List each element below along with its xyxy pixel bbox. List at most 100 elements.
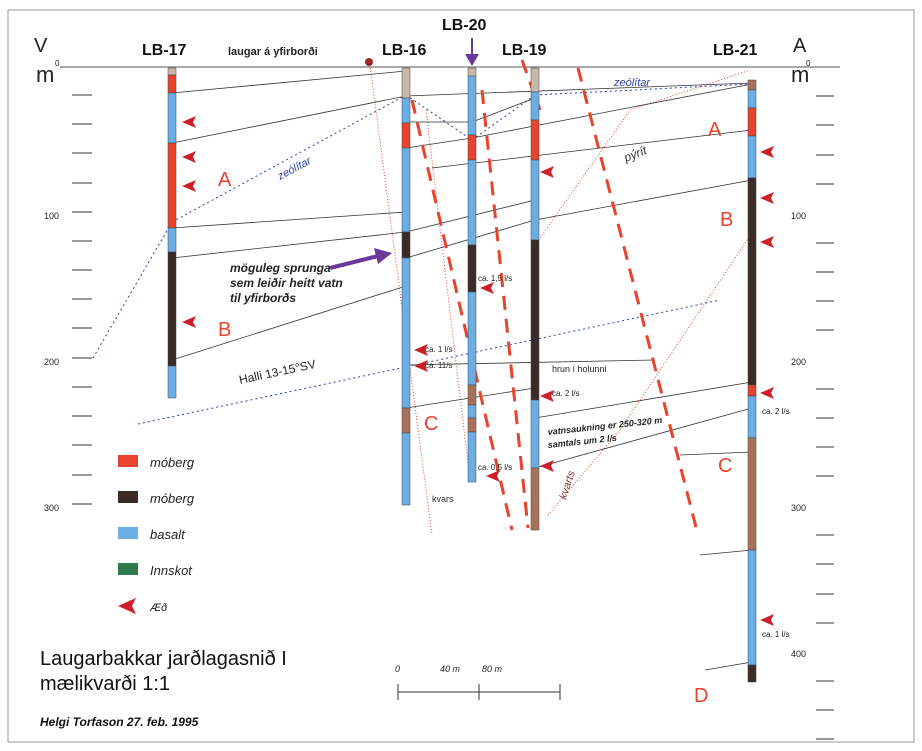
well-lb19-layer <box>530 239 540 401</box>
legend-arrow-icon <box>118 598 136 614</box>
well-label-lb20: LB-20 <box>442 17 487 34</box>
fracture-label-line3: til yfirborðs <box>230 291 296 305</box>
inflow-arrow <box>540 460 554 472</box>
figure-title-line1: Laugarbakkar jarðlagasnið I <box>40 648 287 670</box>
left-depth-axis: V m 0 100 200 300 <box>34 35 92 513</box>
fracture-annotation: möguleg sprunga sem leiðir heitt vatn ti… <box>230 248 392 305</box>
well-lb20-layer <box>467 134 477 161</box>
left-axis-unit: m <box>36 62 54 87</box>
water-inflow-arrows <box>182 116 774 626</box>
right-tick-400: 400 <box>791 649 806 659</box>
well-lb16-layer <box>401 122 411 149</box>
well-lb20-layer <box>467 67 477 77</box>
well-lb19-layer <box>530 399 540 469</box>
scale-bar: 0 40 m 80 m <box>395 664 561 700</box>
zone-letters: A B C A B C D <box>218 119 733 707</box>
legend-label: móberg <box>150 491 195 506</box>
well-lb20-layer <box>467 404 477 419</box>
surface-spring-marker <box>365 58 373 66</box>
right-axis-unit: m <box>791 62 809 87</box>
flow-labels: ca. 1,5 l/s ca. 1 l/s ca. 11/s ca. 2 l/s… <box>425 274 790 639</box>
author-signature: Helgi Torfason 27. feb. 1995 <box>40 715 199 729</box>
well-lb19-layer <box>530 91 540 121</box>
well-lb20-layer <box>467 291 477 386</box>
well-lb17-layer <box>167 142 177 229</box>
well-lb19-layer <box>530 159 540 241</box>
legend-swatch <box>118 527 138 539</box>
zone-C-mid: C <box>424 413 438 435</box>
well-lb17-layer <box>167 251 177 367</box>
well-lb21-layer <box>747 79 757 91</box>
zeolitar-label-top: zeólítar <box>613 77 651 89</box>
well-lb16-layer <box>401 147 411 233</box>
flow-lb16-1: ca. 1 l/s <box>425 345 453 354</box>
figure-title-line2: mælikvarði 1:1 <box>40 673 170 695</box>
flow-lb20-2: ca. 0,5 l/s <box>478 463 512 472</box>
legend-swatch <box>118 563 138 575</box>
kvars-label-lb16: kvars <box>432 494 454 504</box>
inflow-arrow <box>182 151 196 163</box>
well-label-lb17: LB-17 <box>142 42 187 59</box>
well-lb20-layer <box>467 159 477 246</box>
scale-0: 0 <box>395 664 400 674</box>
well-lb17-layer <box>167 227 177 253</box>
right-depth-axis: A m 0 100 200 300 400 <box>791 35 834 740</box>
well-label-lb16: LB-16 <box>382 42 427 59</box>
well-lb20-layer <box>467 431 477 483</box>
legend: móberg móberg basalt Innskot Æð <box>118 455 195 614</box>
well-lb20-layer <box>467 75 477 136</box>
well-lb21-layer <box>747 437 757 551</box>
lb20-pointer-arrow <box>465 38 479 66</box>
inflow-arrow <box>540 166 554 178</box>
well-lb20-layer <box>467 384 477 406</box>
inflow-arrow <box>540 390 554 402</box>
inflow-arrow <box>760 146 774 158</box>
well-lb17-layer <box>167 365 177 399</box>
flow-lb21-2: ca. 1 l/s <box>762 630 790 639</box>
left-axis-zero: 0 <box>55 59 60 68</box>
inflow-arrow <box>182 116 196 128</box>
inflow-arrow <box>760 387 774 399</box>
well-lb17-layer <box>167 74 177 94</box>
inflow-arrow <box>486 470 500 482</box>
left-tick-100: 100 <box>44 211 59 221</box>
well-columns <box>167 67 757 683</box>
fracture-label-line2: sem leiðir heitt vatn <box>230 276 343 290</box>
well-label-lb21: LB-21 <box>713 42 758 59</box>
well-lb16-layer <box>401 231 411 259</box>
inflow-arrow <box>182 180 196 192</box>
inflow-arrow <box>414 360 428 372</box>
zone-B-left: B <box>218 319 231 341</box>
right-tick-200: 200 <box>791 357 806 367</box>
left-tick-200: 200 <box>44 357 59 367</box>
inflow-arrow <box>414 344 428 356</box>
right-axis-ticks <box>816 95 834 740</box>
well-lb21-layer <box>747 89 757 109</box>
left-axis-ticks <box>72 94 92 505</box>
zone-A-right: A <box>708 119 722 141</box>
flow-lb16-2: ca. 11/s <box>425 361 452 370</box>
well-lb19-layer <box>530 67 540 93</box>
zeolite-dotted-lines <box>92 83 753 425</box>
well-lb19-layer <box>530 119 540 161</box>
well-lb17-layer <box>167 92 177 144</box>
right-axis-letter: A <box>793 35 807 57</box>
well-lb21-layer <box>747 549 757 666</box>
fracture-label-line1: möguleg sprunga <box>230 261 331 275</box>
flow-lb19-1: ca. 2 l/s <box>552 389 580 398</box>
inflow-arrow <box>760 614 774 626</box>
inflow-arrow <box>760 236 774 248</box>
left-tick-300: 300 <box>44 503 59 513</box>
flow-lb21-1: ca. 2 l/s <box>762 407 790 416</box>
well-lb17-layer <box>167 67 177 76</box>
well-lb16-layer <box>401 67 411 99</box>
well-lb19-layer <box>530 467 540 531</box>
surface-spring-label: laugar á yfirborði <box>228 46 318 58</box>
right-tick-300: 300 <box>791 503 806 513</box>
well-lb16-layer <box>401 432 411 506</box>
fracture-purple-arrow <box>329 254 379 270</box>
legend-label: móberg <box>150 455 195 470</box>
well-lb21-layer <box>747 384 757 397</box>
scale-40: 40 m <box>440 664 461 674</box>
